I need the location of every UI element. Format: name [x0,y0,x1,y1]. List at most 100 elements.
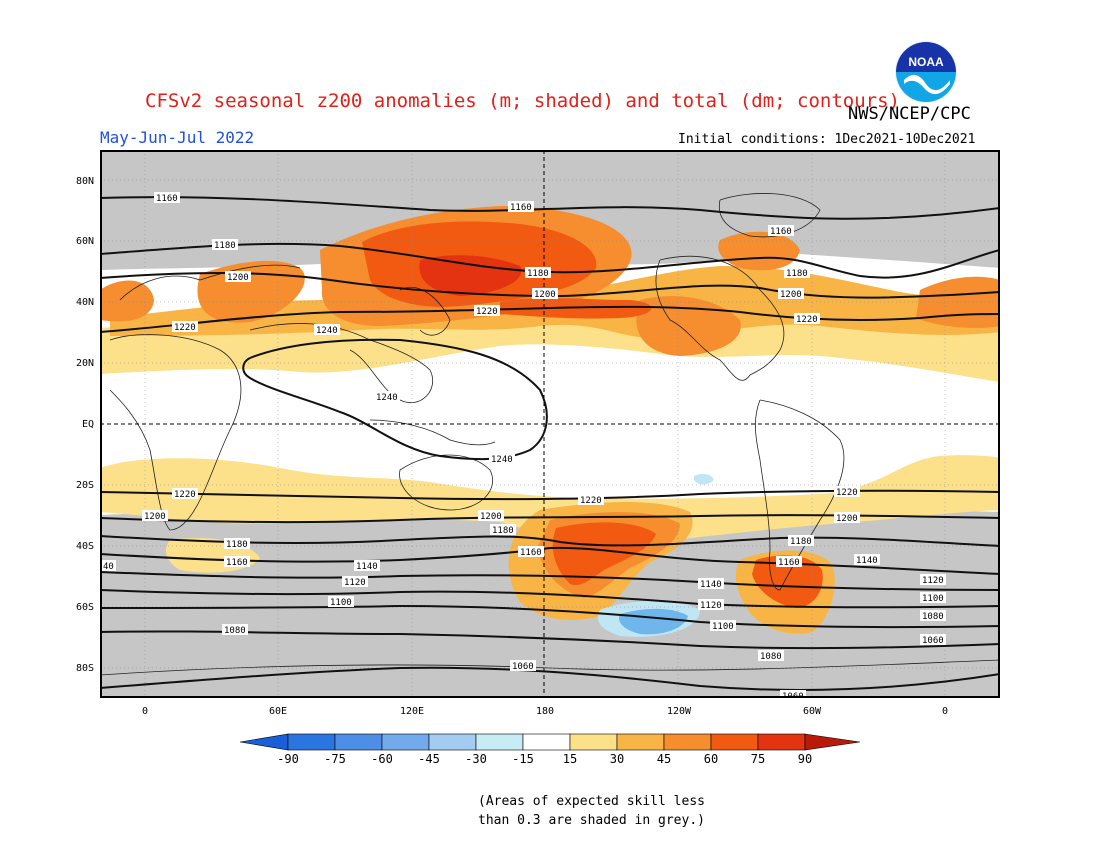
colorbar-label-45: 45 [656,752,672,766]
svg-text:1120: 1120 [344,578,366,588]
anomaly-nh-europe-orange [197,260,305,323]
contour-label-group-28: 1160 [776,556,802,568]
contour-label-group-15: 1220 [794,313,820,325]
colorbar-cell-10 [710,733,759,751]
svg-text:1200: 1200 [780,290,802,300]
contour-nh-1200 [100,272,1000,299]
contour-label-group-7: 1240 [489,453,515,465]
svg-text:1240: 1240 [316,326,338,336]
colorbar-arrow-right [804,733,860,751]
anomaly-sh-small-cyan [694,473,714,485]
colorbar-cell-3 [381,733,430,751]
svg-text:1180: 1180 [214,241,236,251]
colorbar-label-m75: -75 [324,752,346,766]
colorbar-label-m45: -45 [418,752,440,766]
skill-note-line-2: than 0.3 are shaded in grey.) [478,813,705,828]
contour-label-group-29: 1140 [698,578,724,590]
contour-label-group-27: 1180 [788,535,814,547]
colorbar-label-m90: -90 [277,752,299,766]
lon-label-120w: 120W [666,706,692,717]
lon-label-60e: 60E [268,706,288,717]
contour-label-group-40: 1100 [920,592,946,604]
contour-label-group-35: 1200 [834,512,860,524]
lat-label-60s: 60S [75,602,94,613]
contour-label-group-17: 1220 [578,494,604,506]
anomaly-map: 1160 1180 1200 1220 1240 1240 1240 1160 … [100,150,1000,698]
colorbar-label-m60: -60 [371,752,393,766]
contour-label-group-20: 1180 [490,524,516,536]
colorbar-cell-1 [287,733,336,751]
colorbar-label-15: 15 [562,752,578,766]
contour-label-group-14: 1200 [778,288,804,300]
noaa-logo: NOAA [895,41,957,103]
contour-labels: 1160 1180 1200 1220 1240 1240 1240 1160 … [102,192,946,698]
svg-text:1160: 1160 [510,203,532,213]
map-title: CFSv2 seasonal z200 anomalies (m; shaded… [145,90,900,112]
contour-label-group-24: 1100 [328,596,354,608]
contour-label-group-8: 1160 [508,201,534,213]
contour-label-group-41: 1080 [920,610,946,622]
coast-east-asia [399,287,451,336]
svg-text:40: 40 [103,562,114,572]
lon-label-120e: 120E [399,706,425,717]
contour-label-group-4: 1220 [172,321,198,333]
svg-text:1220: 1220 [476,307,498,317]
anomaly-nh-greenland-orange [718,231,800,271]
svg-text:1200: 1200 [227,273,249,283]
svg-text:1220: 1220 [836,488,858,498]
contour-label-group-38: 1140 [854,554,880,566]
lat-label-80s: 80S [75,663,94,674]
colorbar-cell-7 [569,733,618,751]
svg-text:1220: 1220 [174,490,196,500]
contour-label-group-43: 40 [102,560,116,572]
colorbar-cell-5 [475,733,524,751]
svg-text:1160: 1160 [770,227,792,237]
contour-sh-1100 [100,604,1000,629]
lat-label-60n: 60N [75,236,94,247]
contour-label-group-1: 1160 [154,192,180,204]
svg-text:1120: 1120 [922,576,944,586]
svg-text:1140: 1140 [356,562,378,572]
svg-text:1160: 1160 [226,558,248,568]
anomaly-nh-america-orange [636,296,741,356]
contour-label-group-2: 1180 [212,239,238,251]
colorbar-cell-9 [663,733,712,751]
svg-text:1100: 1100 [922,594,944,604]
contour-nh-1160 [100,196,1000,220]
contour-label-group-16: 1220 [172,488,198,500]
contour-label-group-23: 1120 [342,576,368,588]
colorbar-cell-8 [616,733,665,751]
colorbar-label-m30: -30 [465,752,487,766]
colorbar-label-60: 60 [703,752,719,766]
lat-label-20s: 20S [75,480,94,491]
svg-text:1180: 1180 [790,537,812,547]
anomaly-sh-pacific-red [552,522,656,586]
colorbar-cells [287,733,806,751]
lat-label-80n: 80N [75,176,94,187]
contour-sh-1060 [100,666,1000,691]
lon-label-60w: 60W [802,706,822,717]
svg-text:1220: 1220 [580,496,602,506]
contour-label-group-30: 1120 [698,599,724,611]
svg-text:1220: 1220 [796,315,818,325]
colorbar [240,733,860,751]
svg-text:1160: 1160 [156,194,178,204]
colorbar-label-m15: -15 [512,752,534,766]
svg-text:1240: 1240 [491,455,513,465]
svg-text:NOAA: NOAA [908,55,944,69]
lon-label-180: 180 [535,706,555,717]
coast-indonesia [369,419,496,446]
contour-label-group-11: 1220 [474,305,500,317]
colorbar-cell-6 [522,733,571,751]
contour-label-group-42: 1060 [920,634,946,646]
contour-label-group-33: 1060 [780,690,806,698]
lat-label-40s: 40S [75,541,94,552]
contour-label-group-5: 1240 [314,324,340,336]
forecast-period: May-Jun-Jul 2022 [100,128,255,147]
initial-conditions: Initial conditions: 1Dec2021-10Dec2021 [678,132,976,147]
contour-label-group-10: 1200 [532,288,558,300]
skill-note-line-1: (Areas of expected skill less [478,794,705,809]
coast-africa [109,334,242,531]
svg-text:1200: 1200 [534,290,556,300]
